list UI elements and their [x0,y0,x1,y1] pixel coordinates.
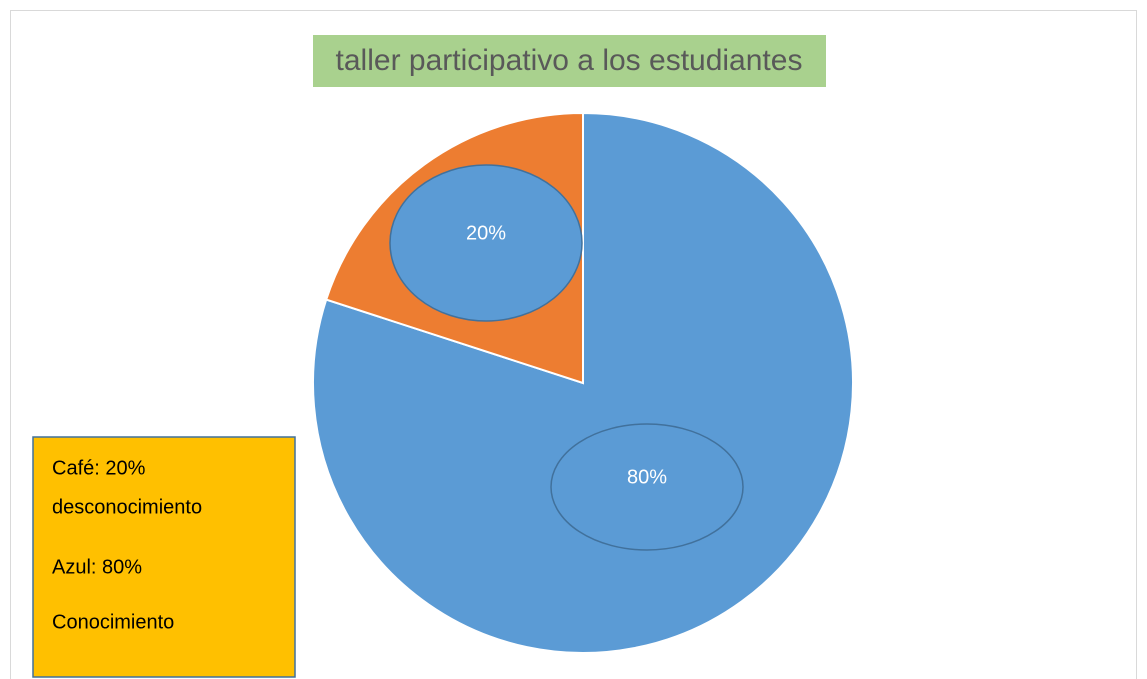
label-ellipse [389,164,583,322]
title-background [313,35,826,87]
pie: 80% 20% [312,111,854,654]
annotation-box [32,436,296,678]
data-label: 80% [627,466,667,488]
annotation: Conocimiento [52,611,174,633]
annotation: Azul: 80% [52,556,142,578]
data-label: 20% [466,222,506,244]
chart-title: taller participativo a los estudiantes [336,44,803,77]
label-ellipse [550,423,744,551]
annotation: Café: 20% [52,457,146,479]
annotation: desconocimiento [52,496,202,518]
